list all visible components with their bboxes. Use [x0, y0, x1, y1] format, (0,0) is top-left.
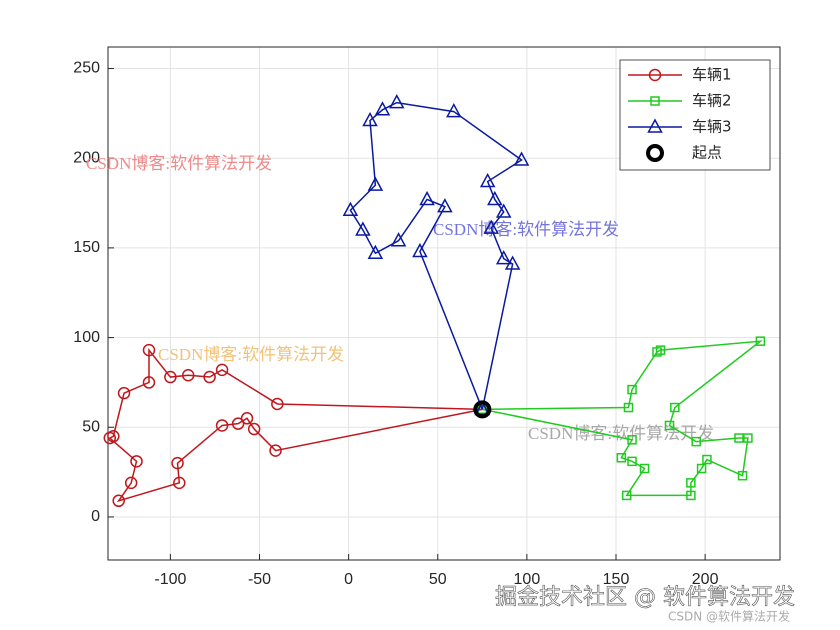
x-tick-label: 50 — [429, 571, 447, 588]
marker — [691, 436, 701, 447]
route-line — [349, 101, 523, 410]
legend-label: 车辆1 — [692, 66, 732, 84]
marker — [483, 219, 499, 234]
marker — [412, 242, 428, 258]
marker — [374, 101, 391, 116]
marker — [627, 435, 637, 445]
marker — [203, 370, 216, 384]
x-tick-label: 150 — [603, 571, 630, 588]
marker — [495, 203, 512, 218]
marker — [215, 419, 229, 432]
x-tick-label: 0 — [344, 571, 353, 588]
route-line — [482, 340, 763, 497]
marker — [419, 190, 435, 206]
marker — [686, 490, 696, 501]
marker — [513, 151, 530, 166]
marker — [479, 172, 496, 188]
x-tick-label: -50 — [248, 571, 271, 588]
watermark: CSDN博客:软件算法开发 — [528, 424, 714, 443]
watermark: CSDN博客:软件算法开发 — [158, 345, 344, 364]
marker — [437, 198, 453, 213]
legend-label: 车辆2 — [692, 92, 732, 110]
marker — [743, 433, 753, 443]
legend-box — [619, 59, 771, 171]
marker — [367, 244, 384, 260]
marker — [112, 494, 125, 508]
marker — [655, 345, 666, 355]
marker — [621, 490, 632, 501]
marker — [473, 400, 492, 419]
marker — [664, 420, 675, 431]
marker — [271, 397, 284, 411]
marker — [734, 433, 744, 443]
marker — [181, 368, 195, 382]
y-tick-label: 200 — [73, 149, 100, 166]
marker — [164, 370, 177, 384]
marker — [755, 336, 766, 346]
marker — [269, 444, 282, 457]
marker — [390, 232, 407, 247]
marker — [124, 476, 138, 490]
marker — [355, 221, 371, 236]
legend-marker — [647, 118, 663, 133]
marker — [171, 456, 184, 470]
legend-marker — [650, 96, 660, 106]
marker — [231, 417, 245, 430]
y-tick-label: 0 — [91, 508, 100, 525]
marker — [173, 476, 186, 490]
marker — [215, 363, 229, 377]
y-tick-label: 100 — [73, 329, 100, 346]
x-tick-label: -100 — [154, 571, 186, 588]
marker — [117, 386, 131, 400]
marker — [103, 431, 117, 445]
marker — [686, 478, 696, 488]
watermark: CSDN博客:软件算法开发 — [86, 154, 272, 173]
marker — [616, 453, 627, 463]
y-tick-label: 150 — [73, 239, 100, 256]
marker — [130, 455, 143, 468]
legend-label: 起点 — [692, 144, 722, 162]
marker — [702, 454, 712, 465]
marker — [639, 463, 650, 474]
marker — [737, 470, 748, 481]
marker — [627, 456, 637, 467]
x-tick-label: 200 — [692, 571, 719, 588]
watermark: CSDN博客:软件算法开发 — [433, 220, 619, 239]
marker — [342, 201, 359, 216]
marker — [142, 376, 156, 389]
marker — [696, 463, 707, 474]
marker — [142, 343, 156, 357]
legend-marker — [648, 68, 662, 82]
y-tick-label: 250 — [73, 60, 100, 77]
marker — [623, 402, 634, 413]
marker — [247, 422, 261, 436]
marker — [389, 94, 405, 109]
marker — [240, 412, 254, 425]
marker — [504, 255, 521, 270]
marker — [670, 402, 680, 413]
axes-box — [107, 46, 781, 561]
marker — [627, 384, 637, 395]
y-tick-label: 50 — [82, 418, 100, 435]
marker — [446, 102, 462, 118]
marker — [495, 250, 512, 265]
x-tick-label: 100 — [514, 571, 541, 588]
legend-label: 车辆3 — [692, 118, 732, 136]
legend-marker — [646, 144, 664, 162]
watermark: CSDN @软件算法开发 — [668, 609, 790, 624]
marker — [367, 176, 384, 191]
marker — [362, 111, 378, 127]
watermark: 掘金技术社区 @ 软件算法开发 — [495, 585, 795, 610]
marker — [487, 190, 503, 206]
